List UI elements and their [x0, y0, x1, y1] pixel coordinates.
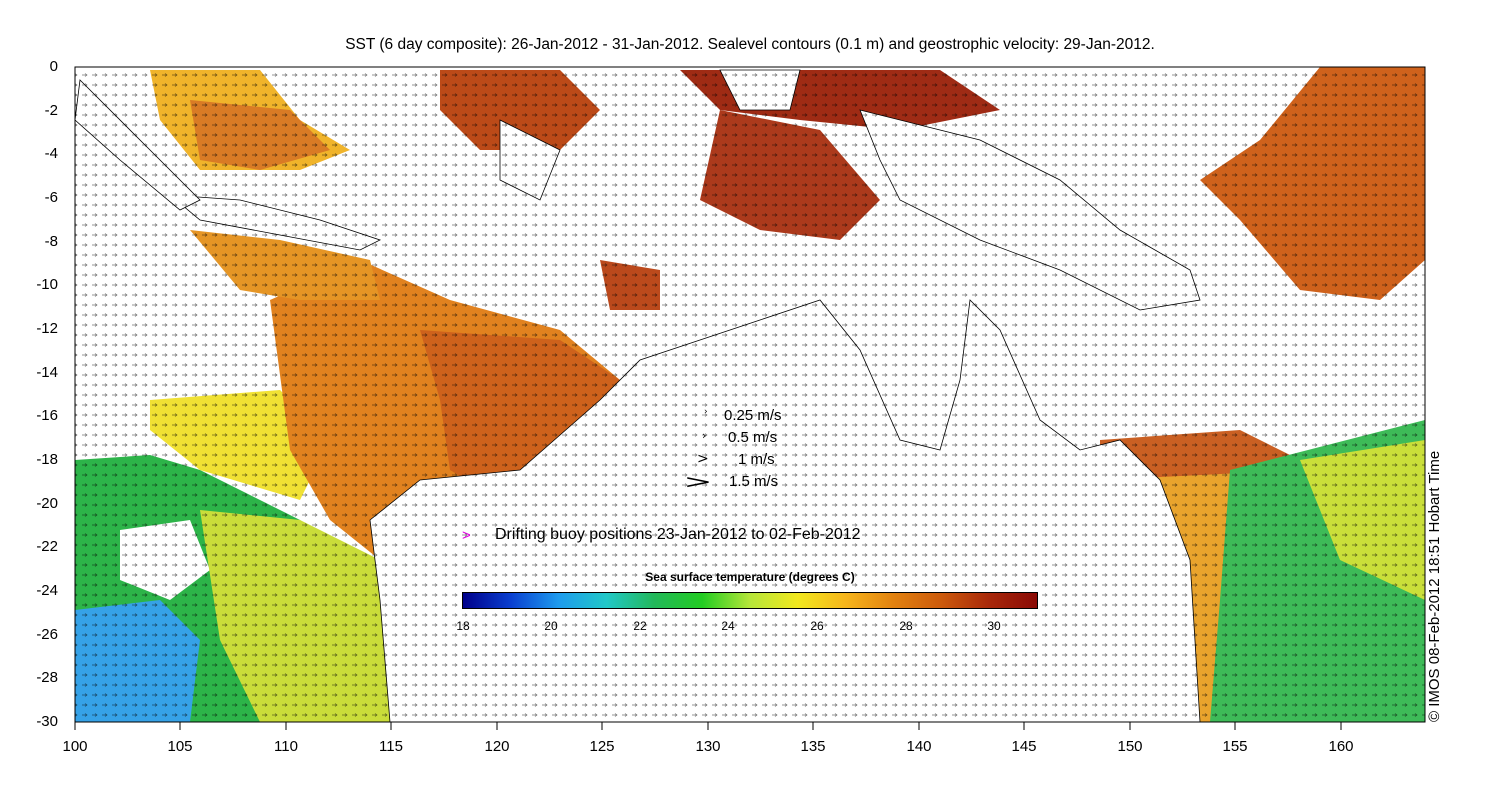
x-tick-label: 100: [62, 738, 88, 755]
velocity-arrow-icon: ›: [702, 429, 707, 442]
colorbar-tick-label: 18: [456, 619, 470, 633]
x-tick-label: 105: [167, 738, 193, 755]
x-tick-label: 140: [906, 738, 932, 755]
colorbar-tick-label: 22: [633, 619, 647, 633]
x-tick-label: 115: [379, 738, 403, 755]
velocity-legend-label: 0.25 m/s: [724, 407, 782, 424]
y-tick-label: -14: [36, 364, 58, 381]
y-tick-label: -24: [36, 582, 58, 599]
velocity-arrow-icon: >: [697, 451, 709, 467]
y-tick-label: -10: [36, 276, 58, 293]
x-tick-label: 110: [274, 738, 298, 755]
velocity-arrow-icon: ›: [704, 407, 708, 417]
colorbar-title: Sea surface temperature (degrees C): [645, 570, 855, 584]
x-tick-label: 160: [1328, 738, 1354, 755]
x-tick-label: 130: [695, 738, 721, 755]
credit-text: © IMOS 08-Feb-2012 18:51 Hobart Time: [1426, 450, 1443, 722]
y-tick-label: -16: [36, 407, 58, 424]
colorbar-tick-label: 28: [899, 619, 913, 633]
colorbar-tick-label: 26: [810, 619, 824, 633]
y-tick-label: -6: [44, 189, 58, 206]
y-tick-label: -4: [44, 145, 58, 162]
colorbar-tick-label: 30: [987, 619, 1001, 633]
y-tick-label: -26: [36, 626, 58, 643]
y-tick-label: -12: [36, 320, 58, 337]
buoy-marker-icon: >: [462, 527, 471, 544]
x-tick-label: 145: [1011, 738, 1037, 755]
velocity-legend-label: 1 m/s: [738, 451, 775, 468]
y-tick-label: -8: [44, 233, 58, 250]
x-tick-label: 150: [1117, 738, 1143, 755]
x-tick-label: 120: [484, 738, 510, 755]
x-tick-label: 125: [589, 738, 615, 755]
y-tick-label: -22: [36, 538, 58, 555]
y-tick-label: -18: [36, 451, 58, 468]
velocity-arrow-icon: >: [683, 471, 713, 493]
map-title: SST (6 day composite): 26-Jan-2012 - 31-…: [345, 36, 1155, 53]
x-tick-label: 155: [1222, 738, 1248, 755]
colorbar-tick-label: 24: [721, 619, 735, 633]
y-tick-label: -2: [44, 102, 58, 119]
x-tick-label: 135: [800, 738, 826, 755]
y-tick-label: 0: [49, 58, 58, 75]
colorbar-tick-label: 20: [544, 619, 558, 633]
velocity-legend-label: 0.5 m/s: [728, 429, 778, 446]
buoy-legend-label: Drifting buoy positions 23-Jan-2012 to 0…: [495, 526, 861, 543]
y-tick-label: -30: [36, 713, 58, 730]
y-tick-label: -20: [36, 495, 58, 512]
velocity-legend-label: 1.5 m/s: [729, 473, 779, 490]
y-tick-label: -28: [36, 669, 58, 686]
colorbar: [462, 592, 1038, 609]
